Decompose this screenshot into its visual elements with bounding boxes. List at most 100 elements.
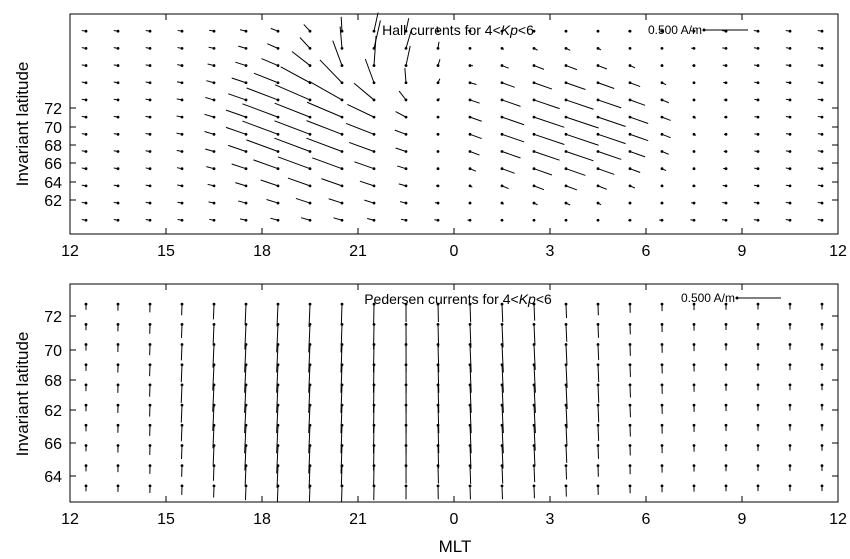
current-vector — [756, 403, 760, 411]
current-vector — [145, 167, 152, 171]
current-vector — [436, 484, 440, 500]
current-vector — [340, 302, 344, 326]
current-vector — [84, 444, 88, 452]
current-vector — [756, 484, 760, 492]
current-vector — [81, 167, 88, 171]
current-vector — [596, 383, 600, 403]
current-vector — [113, 132, 120, 136]
current-vector — [596, 464, 600, 477]
current-vector — [724, 444, 728, 452]
current-vector — [266, 199, 280, 205]
current-vector — [116, 383, 120, 393]
current-vector — [660, 64, 664, 67]
current-vector — [564, 444, 568, 463]
current-vector — [205, 96, 216, 102]
current-vector — [820, 343, 824, 350]
current-vector — [628, 81, 641, 88]
current-vector — [84, 423, 88, 432]
current-vector — [660, 464, 664, 473]
current-vector — [468, 150, 480, 156]
current-vector — [628, 363, 632, 377]
y-tick-label: 64 — [44, 469, 62, 486]
current-vector — [724, 484, 728, 492]
current-vector — [785, 150, 792, 153]
current-vector — [660, 343, 664, 353]
current-vector — [400, 201, 408, 205]
current-vector — [300, 217, 312, 222]
current-vector — [81, 115, 88, 119]
current-vector — [722, 46, 728, 50]
current-vector — [596, 29, 600, 33]
current-vector — [756, 383, 760, 391]
current-vector — [723, 81, 728, 85]
current-vector — [180, 383, 184, 404]
current-vector — [180, 484, 184, 495]
current-vector — [628, 167, 641, 173]
current-vector — [176, 167, 184, 171]
current-vector — [628, 46, 632, 50]
current-vector — [785, 46, 792, 50]
current-vector — [692, 383, 696, 392]
current-vector — [261, 58, 280, 67]
current-vector — [596, 81, 615, 89]
current-vector — [532, 201, 538, 206]
current-vector — [231, 163, 248, 171]
current-vector — [328, 198, 344, 205]
current-vector — [81, 150, 88, 153]
current-vector — [596, 201, 602, 206]
x-tick-label: 3 — [546, 243, 555, 260]
current-vector — [564, 29, 568, 33]
current-vector — [235, 182, 248, 188]
vector-field — [81, 12, 824, 222]
current-vector — [754, 115, 760, 119]
current-vector — [436, 26, 440, 33]
y-tick-label: 68 — [44, 138, 62, 155]
scale-label: 0.500 A/m — [681, 291, 735, 305]
current-vector — [231, 77, 248, 85]
current-vector — [113, 167, 120, 171]
current-vector — [238, 200, 248, 205]
current-vector — [820, 444, 824, 451]
current-vector — [180, 423, 184, 442]
current-vector — [692, 150, 696, 153]
current-vector — [785, 29, 792, 33]
current-vector — [628, 464, 632, 475]
current-vector — [532, 81, 553, 90]
current-vector — [113, 115, 120, 119]
current-vector — [754, 132, 760, 136]
current-vector — [81, 184, 88, 188]
current-vector — [753, 218, 760, 222]
current-vector — [532, 322, 536, 346]
current-vector — [260, 179, 280, 188]
current-vector — [176, 115, 184, 119]
plot-frame — [69, 13, 839, 235]
current-vector — [177, 201, 184, 205]
current-vector — [596, 46, 602, 51]
current-vector — [81, 81, 88, 85]
current-vector — [690, 29, 696, 33]
current-vector — [354, 161, 376, 171]
current-vector — [785, 201, 792, 205]
current-vector — [372, 12, 379, 33]
current-vector — [660, 363, 664, 374]
current-vector — [467, 218, 472, 222]
y-axis-title: Invariant latitude — [13, 62, 32, 187]
current-vector — [532, 302, 536, 321]
current-vector — [84, 302, 88, 310]
current-vector — [564, 150, 594, 162]
current-vector — [564, 64, 578, 71]
current-vector — [500, 201, 505, 205]
current-vector — [756, 363, 760, 371]
current-vector — [239, 218, 248, 222]
current-vector — [817, 98, 824, 102]
current-vector — [500, 322, 504, 348]
current-vector — [404, 68, 408, 85]
current-vector — [145, 64, 152, 67]
current-vector — [756, 302, 760, 310]
current-vector — [724, 115, 728, 119]
current-vector — [820, 423, 824, 431]
current-vector — [692, 98, 696, 102]
current-vector — [347, 103, 376, 119]
current-vector — [596, 423, 600, 441]
current-vector — [306, 120, 344, 136]
